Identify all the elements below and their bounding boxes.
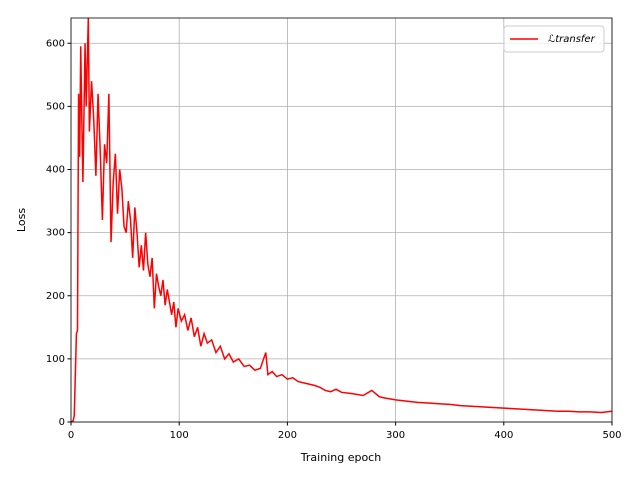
y-axis-label: Loss <box>15 208 28 232</box>
x-tick-label: 0 <box>68 430 74 441</box>
y-tick-label: 500 <box>46 101 65 112</box>
y-tick-label: 600 <box>46 38 65 49</box>
legend-label: ℒtransfer <box>548 34 596 45</box>
data-line <box>71 18 612 422</box>
x-tick-label: 200 <box>278 430 297 441</box>
y-tick-label: 100 <box>46 354 65 365</box>
y-tick-label: 0 <box>59 417 65 428</box>
x-tick-label: 500 <box>602 430 621 441</box>
plot-frame <box>70 17 613 423</box>
y-tick-label: 400 <box>46 165 65 176</box>
y-tick-label: 300 <box>46 228 65 239</box>
x-tick-label: 100 <box>170 430 189 441</box>
x-tick-label: 300 <box>386 430 405 441</box>
x-tick-label: 400 <box>494 430 513 441</box>
legend-box <box>503 25 605 53</box>
x-axis-label: Training epoch <box>300 451 381 464</box>
y-tick-label: 200 <box>46 291 65 302</box>
